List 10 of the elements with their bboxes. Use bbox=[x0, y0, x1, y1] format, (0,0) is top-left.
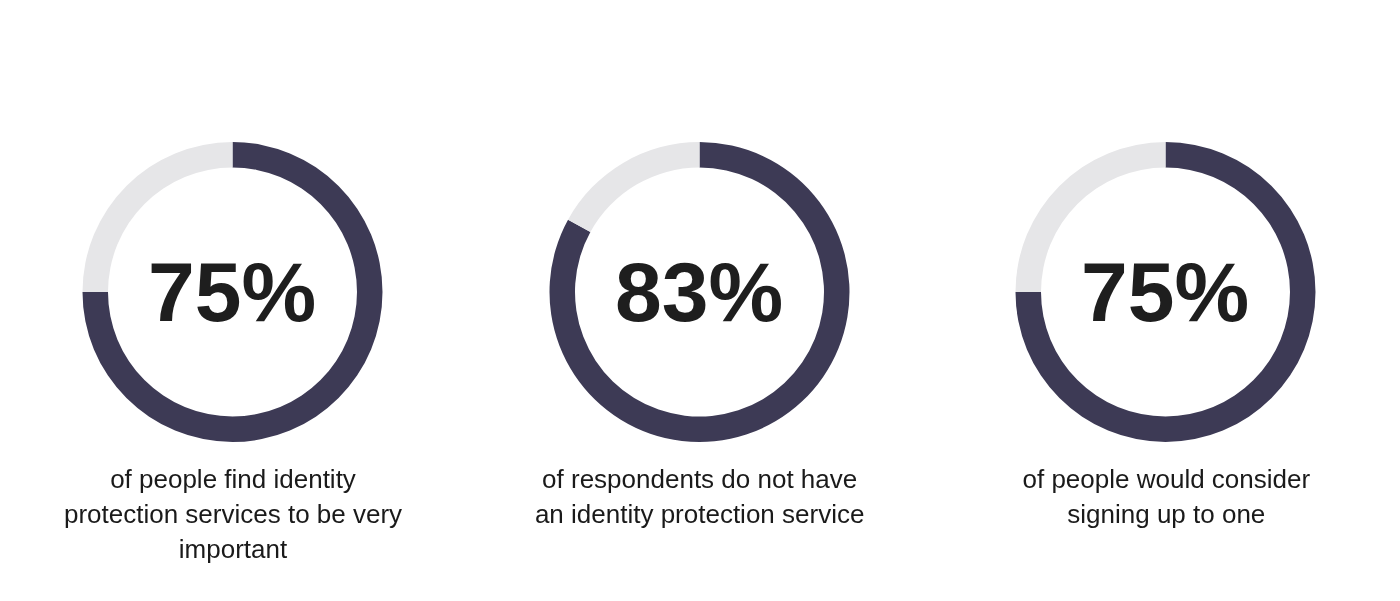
data-label: 75% bbox=[1081, 245, 1250, 339]
text: of respondents do not have an identity protection service bbox=[533, 463, 866, 531]
donut-slice bbox=[549, 142, 850, 442]
data-label: 83% bbox=[614, 245, 783, 339]
data-label: 75% bbox=[148, 245, 317, 339]
text: of people would consider signing up to one bbox=[1021, 463, 1312, 531]
donut-slice bbox=[82, 142, 383, 442]
text: of people find identity protection services to be very important bbox=[63, 463, 403, 566]
donut-slice bbox=[567, 142, 700, 233]
donut-slice bbox=[1015, 142, 1316, 442]
